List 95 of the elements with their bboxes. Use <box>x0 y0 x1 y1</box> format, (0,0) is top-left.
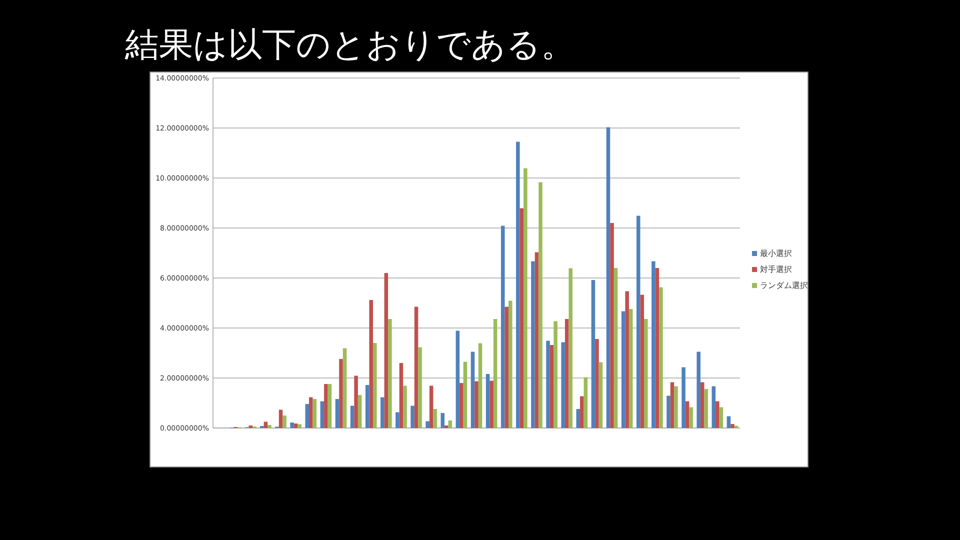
bar <box>308 397 313 428</box>
bar <box>538 182 542 428</box>
bar <box>516 142 520 428</box>
bar <box>564 319 569 428</box>
bar <box>500 226 505 428</box>
bar <box>282 416 286 428</box>
bar <box>520 208 524 428</box>
bar <box>534 252 539 428</box>
bar <box>365 385 370 428</box>
bar <box>426 421 430 428</box>
bar <box>531 261 535 428</box>
bar <box>380 397 384 428</box>
legend-label: 最小選択 <box>760 249 792 258</box>
bar <box>268 425 272 428</box>
bar <box>350 406 354 428</box>
bar <box>324 384 328 428</box>
bar <box>554 321 558 428</box>
bar <box>719 407 724 428</box>
bar <box>561 342 565 428</box>
bar <box>290 422 294 428</box>
bar <box>372 343 377 428</box>
bar <box>486 374 490 428</box>
bar <box>320 401 324 428</box>
bar <box>414 306 418 428</box>
bar <box>696 352 700 428</box>
bar <box>504 306 508 428</box>
bar <box>470 352 475 428</box>
bar <box>328 384 332 428</box>
bar <box>429 386 434 428</box>
bar <box>312 399 317 428</box>
bar <box>448 420 452 428</box>
bar <box>644 319 648 428</box>
bar <box>584 377 588 428</box>
bar <box>716 401 720 428</box>
bar <box>490 380 494 428</box>
chart-title: 結果は以下のとおりである。 <box>124 25 575 65</box>
bar <box>369 300 373 428</box>
bar <box>460 383 464 428</box>
bar <box>595 339 599 428</box>
bar <box>628 309 633 428</box>
bar <box>666 396 670 428</box>
bar <box>384 273 388 428</box>
bar <box>689 407 693 428</box>
bar <box>410 406 414 428</box>
bar <box>625 291 629 428</box>
bar <box>396 412 400 428</box>
bar <box>463 362 468 428</box>
bar <box>339 359 343 428</box>
bar <box>294 424 298 428</box>
bar <box>726 416 731 428</box>
bar <box>388 319 392 428</box>
bar <box>670 382 674 428</box>
bar <box>640 294 644 428</box>
bar <box>418 347 422 428</box>
bar <box>591 280 596 428</box>
bar <box>508 300 512 428</box>
bar <box>399 363 404 428</box>
bar <box>568 268 572 428</box>
bar <box>659 287 663 428</box>
bar <box>474 381 478 428</box>
bar <box>580 396 584 428</box>
bar <box>712 386 716 428</box>
bar <box>342 348 347 428</box>
bar <box>546 340 550 428</box>
bar <box>335 399 340 428</box>
bar <box>298 424 302 428</box>
bar <box>358 395 362 428</box>
bar <box>655 268 660 428</box>
bar <box>704 389 708 428</box>
bar <box>598 362 603 428</box>
bar <box>674 386 678 428</box>
bar <box>456 330 460 428</box>
legend-label: 対手選択 <box>760 265 792 274</box>
bar <box>354 376 358 428</box>
bar <box>652 261 656 428</box>
bar <box>685 401 690 428</box>
bar <box>433 409 437 428</box>
bar <box>606 127 610 428</box>
bar <box>403 386 407 428</box>
bar <box>682 367 686 428</box>
bar <box>305 404 309 428</box>
bar <box>614 268 618 428</box>
bar <box>493 319 498 428</box>
bar <box>610 223 614 428</box>
bar <box>621 311 626 428</box>
bar <box>700 382 704 428</box>
bar <box>440 413 445 428</box>
legend-label: ランダム選択 <box>760 281 808 290</box>
bar <box>550 345 554 428</box>
bar <box>636 216 640 428</box>
bar <box>576 409 580 428</box>
bar <box>524 168 528 428</box>
bar <box>278 410 283 428</box>
bar <box>478 343 482 428</box>
bar <box>730 424 734 428</box>
